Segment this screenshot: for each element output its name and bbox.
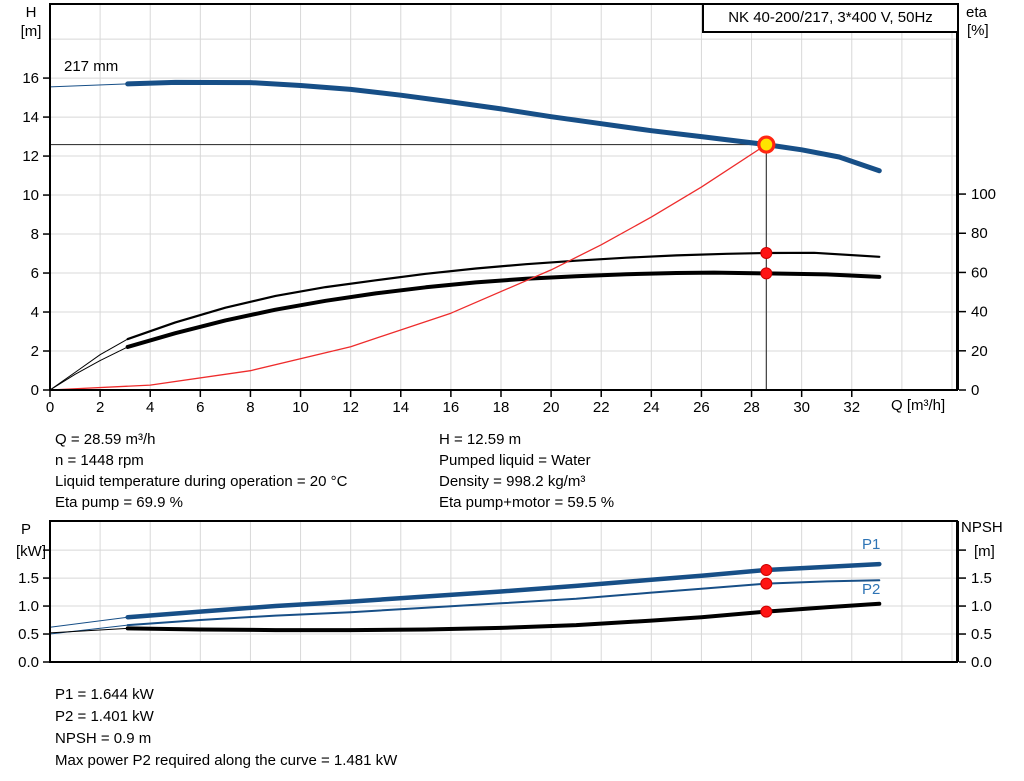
tick-label: 14: [22, 109, 39, 126]
eta-pump-curve: [126, 251, 881, 341]
tick-label: 8: [31, 226, 39, 243]
info-liquid: Pumped liquid = Water: [439, 452, 591, 469]
power-axis-label: P: [20, 521, 31, 538]
power-axis-unit: [kW]: [16, 543, 46, 560]
tick-label: 4: [31, 304, 39, 321]
hq-curve: [125, 79, 882, 174]
tick-label: 10: [22, 187, 39, 204]
info-p2: P2 = 1.401 kW: [55, 708, 154, 725]
power-info-block: P1 = 1.644 kW P2 = 1.401 kW NPSH = 0.9 m…: [55, 684, 397, 772]
info-p1: P1 = 1.644 kW: [55, 686, 154, 703]
tick-label: 18: [493, 399, 510, 416]
tick-label: 100: [971, 186, 996, 203]
duty-info-right-column: H = 12.59 m Pumped liquid = Water Densit…: [439, 429, 614, 513]
tick-label: 0.0: [18, 654, 39, 671]
eta-pump-curve-lead-in: [49, 338, 128, 391]
tick-label: 26: [693, 399, 710, 416]
tick-label: 40: [971, 304, 988, 321]
tick-label: 22: [593, 399, 610, 416]
tick-label: 1.5: [18, 570, 39, 587]
tick-label: 10: [292, 399, 309, 416]
operating-dot-marker: [760, 564, 773, 577]
tick-label: 1.5: [971, 570, 992, 587]
y-left-axis-label: H: [25, 4, 37, 21]
operating-dot-marker: [760, 267, 773, 280]
duty-point-marker: [757, 135, 776, 154]
npsh-axis-unit: [m]: [974, 543, 995, 560]
npsh-axis-label: NPSH: [961, 519, 1003, 536]
info-speed: n = 1448 rpm: [55, 452, 144, 469]
info-max-power: Max power P2 required along the curve = …: [55, 752, 398, 769]
tick-label: 1.0: [971, 598, 992, 615]
info-eta-pump-motor: Eta pump+motor = 59.5 %: [439, 494, 615, 511]
tick-label: 28: [743, 399, 760, 416]
tick-label: 30: [793, 399, 810, 416]
p2-curve-label: P2: [862, 581, 881, 598]
tick-label: 4: [146, 399, 154, 416]
tick-label: 32: [843, 399, 860, 416]
tick-label: 12: [342, 399, 359, 416]
y-right-axis-label: eta: [966, 4, 987, 21]
hq-curve-lead-in: [49, 83, 128, 88]
tick-label: 12: [22, 148, 39, 165]
info-q: Q = 28.59 m³/h: [55, 431, 156, 448]
tick-label: 2: [31, 343, 39, 360]
tick-label: 2: [96, 399, 104, 416]
tick-label: 0.5: [971, 626, 992, 643]
system-curve: [49, 143, 767, 391]
tick-label: 60: [971, 264, 988, 281]
info-temperature: Liquid temperature during operation = 20…: [55, 473, 348, 490]
tick-label: 16: [22, 70, 39, 87]
impeller-diameter-label: 217 mm: [64, 58, 119, 75]
tick-label: 80: [971, 225, 988, 242]
tick-label: 6: [196, 399, 204, 416]
npsh-curve-lead-in: [49, 627, 128, 634]
info-npsh: NPSH = 0.9 m: [55, 730, 152, 747]
tick-label: 24: [643, 399, 660, 416]
tick-label: 8: [246, 399, 254, 416]
tick-label: 0: [971, 382, 979, 399]
npsh-curve: [125, 601, 882, 633]
info-eta-pump: Eta pump = 69.9 %: [55, 494, 183, 511]
duty-info-left-column: Q = 28.59 m³/h n = 1448 rpm Liquid tempe…: [55, 429, 347, 513]
x-axis-label: Q [m³/h]: [891, 397, 946, 414]
y-left-axis-unit: [m]: [20, 23, 42, 40]
tick-label: 20: [543, 399, 560, 416]
tick-label: 0: [31, 382, 39, 399]
tick-label: 6: [31, 265, 39, 282]
tick-label: 0.0: [971, 654, 992, 671]
p1-curve-label: P1: [862, 536, 881, 553]
tick-label: 0: [46, 399, 54, 416]
tick-label: 20: [971, 343, 988, 360]
operating-dot-marker: [760, 605, 773, 618]
eta-pump-motor-curve-lead-in: [49, 346, 128, 391]
y-right-axis-unit: [%]: [967, 22, 989, 39]
tick-label: 14: [392, 399, 409, 416]
tick-label: 0.5: [18, 626, 39, 643]
tick-label: 16: [443, 399, 460, 416]
p1-curve-lead-in: [49, 616, 128, 628]
pump-title-box: NK 40-200/217, 3*400 V, 50Hz: [702, 3, 959, 33]
tick-label: 1.0: [18, 598, 39, 615]
p1-curve: [125, 561, 882, 620]
operating-dot-marker: [760, 247, 773, 260]
eta-pump-motor-curve: [125, 270, 882, 349]
info-density: Density = 998.2 kg/m³: [439, 473, 586, 490]
info-head: H = 12.59 m: [439, 431, 522, 448]
p2-curve: [126, 579, 881, 627]
operating-dot-marker: [760, 577, 773, 590]
